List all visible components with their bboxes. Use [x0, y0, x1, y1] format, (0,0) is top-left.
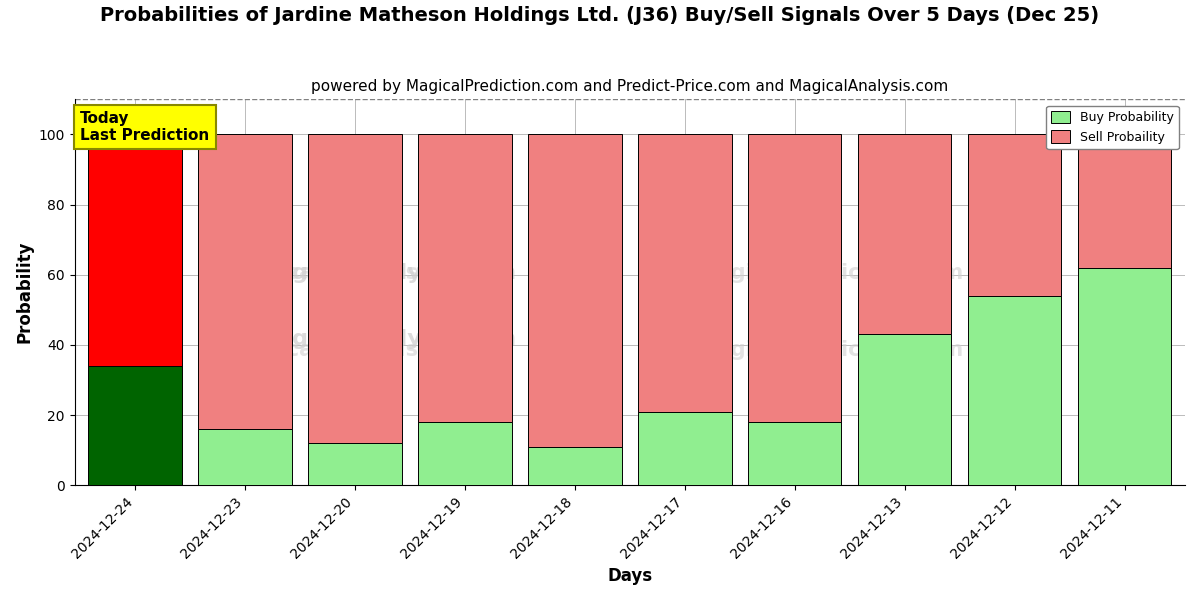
Bar: [308, 134, 402, 443]
Bar: [968, 296, 1061, 485]
Text: MagicalAnalysis.com: MagicalAnalysis.com: [254, 329, 516, 349]
Text: Probabilities of Jardine Matheson Holdings Ltd. (J36) Buy/Sell Signals Over 5 Da: Probabilities of Jardine Matheson Holdin…: [101, 6, 1099, 25]
Text: MagicalAnalysis.com: MagicalAnalysis.com: [254, 263, 516, 283]
Bar: [858, 334, 952, 485]
Bar: [1078, 134, 1171, 268]
Bar: [638, 134, 732, 412]
Bar: [1078, 268, 1171, 485]
Bar: [748, 134, 841, 422]
Text: MagicalAnalysis.com: MagicalAnalysis.com: [230, 340, 474, 360]
Bar: [89, 366, 182, 485]
Legend: Buy Probability, Sell Probaility: Buy Probability, Sell Probaility: [1046, 106, 1178, 149]
Bar: [308, 443, 402, 485]
Bar: [968, 134, 1061, 296]
X-axis label: Days: Days: [607, 567, 653, 585]
Title: powered by MagicalPrediction.com and Predict-Price.com and MagicalAnalysis.com: powered by MagicalPrediction.com and Pre…: [311, 79, 948, 94]
Bar: [638, 412, 732, 485]
Y-axis label: Probability: Probability: [16, 241, 34, 343]
Bar: [528, 446, 622, 485]
Bar: [419, 422, 511, 485]
Bar: [89, 134, 182, 366]
Bar: [198, 429, 292, 485]
Bar: [748, 422, 841, 485]
Text: Today
Last Prediction: Today Last Prediction: [80, 111, 210, 143]
Text: MagicalPrediction.com: MagicalPrediction.com: [696, 340, 964, 360]
Bar: [419, 134, 511, 422]
Bar: [528, 134, 622, 446]
Text: MagicalPrediction.com: MagicalPrediction.com: [696, 263, 964, 283]
Bar: [198, 134, 292, 429]
Text: MagicalAnalysis.com: MagicalAnalysis.com: [230, 263, 474, 283]
Bar: [858, 134, 952, 334]
